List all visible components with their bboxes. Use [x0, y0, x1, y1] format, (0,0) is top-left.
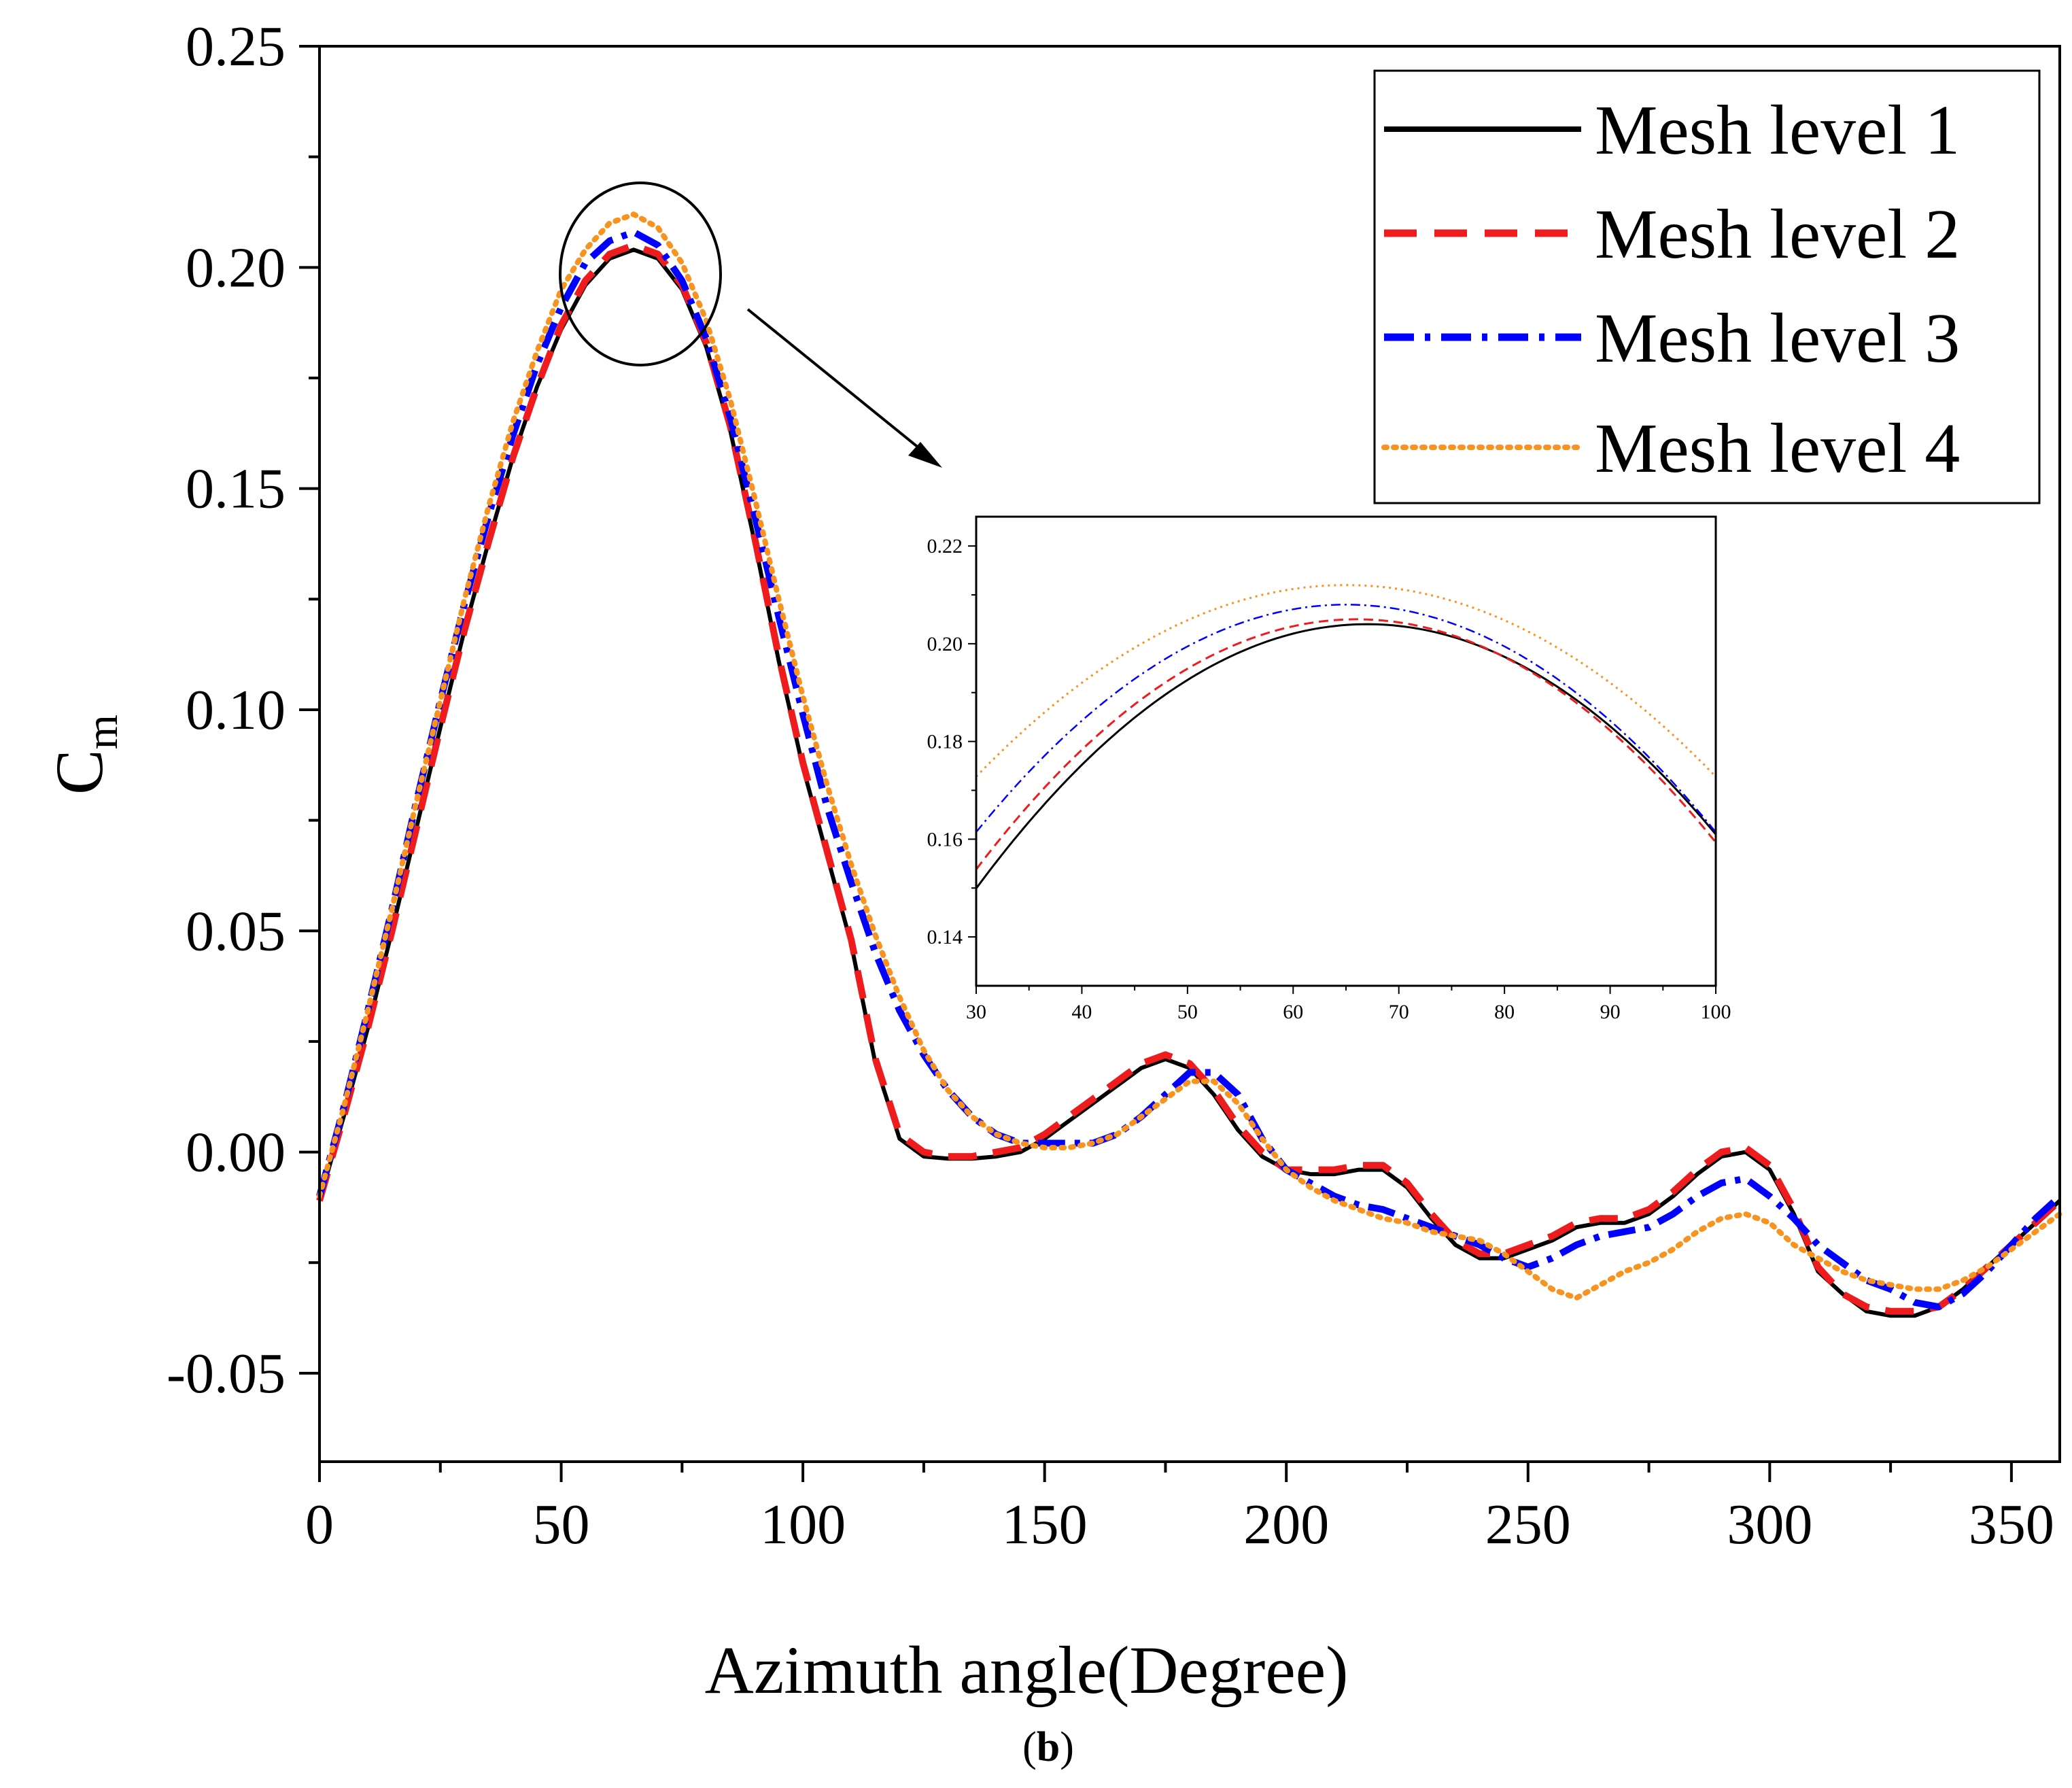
main-x-axis: 0 50 100 150 200 250 300 350: [305, 1462, 2054, 1556]
y-tick-label: 0.15: [186, 458, 286, 521]
x-tick-label: 350: [1969, 1493, 2054, 1556]
y-tick-label: 0.25: [186, 15, 286, 78]
panel-caption-letter: b: [1037, 1724, 1060, 1770]
y-tick-label: -0.05: [167, 1342, 286, 1405]
legend-box: [1373, 69, 2041, 504]
inset-y-tick-label: 0.14: [927, 926, 963, 948]
main-series-group: [316, 211, 2062, 1318]
zoom-circle: [559, 182, 722, 366]
x-tick-label: 150: [1002, 1493, 1088, 1556]
inset-line-mesh-level-3: [976, 604, 1716, 833]
legend-label-mesh-level-2: Mesh level 2: [1595, 195, 1960, 273]
svg-text:Cm: Cm: [41, 715, 127, 795]
inset-x-tick-label: 50: [1177, 1001, 1198, 1023]
legend-label-mesh-level-3: Mesh level 3: [1595, 299, 1960, 377]
y-tick-label: 0.20: [186, 236, 286, 299]
zoom-arrow-line: [746, 308, 931, 458]
panel-caption-close: ): [1060, 1724, 1074, 1770]
legend-label-mesh-level-1: Mesh level 1: [1595, 91, 1960, 169]
inset-series-group: [976, 584, 1716, 889]
inset-x-axis: 30 40 50 60 70 80 90 100: [966, 986, 1731, 1023]
x-tick-label: 300: [1727, 1493, 1812, 1556]
y-axis-title-main: C: [41, 749, 117, 795]
zoom-arrow-head: [908, 442, 942, 468]
series-line-mesh-level-3: [316, 228, 2062, 1311]
y-axis-title-subscript: m: [77, 715, 127, 749]
inset-x-tick-label: 60: [1283, 1001, 1303, 1023]
inset-y-tick-label: 0.16: [927, 828, 963, 850]
x-tick-label: 0: [305, 1493, 334, 1556]
y-tick-label: 0.00: [186, 1121, 286, 1184]
x-tick-label: 250: [1485, 1493, 1571, 1556]
main-y-axis: -0.05 0.00 0.05 0.10 0.15 0.20 0.25: [167, 15, 320, 1405]
x-tick-label: 100: [760, 1493, 846, 1556]
y-tick-label: 0.05: [186, 899, 286, 963]
inset-y-axis: 0.14 0.16 0.18 0.20 0.22: [927, 535, 976, 948]
inset-x-tick-label: 80: [1494, 1001, 1515, 1023]
inset-x-tick-label: 70: [1389, 1001, 1409, 1023]
legend: Mesh level 1 Mesh level 2 Mesh level 3 M…: [1373, 69, 2041, 504]
x-tick-label: 200: [1243, 1493, 1329, 1556]
inset-background: [976, 517, 1716, 986]
y-axis-title: Cm: [41, 715, 127, 795]
inset-y-tick-label: 0.18: [927, 731, 963, 753]
legend-label-mesh-level-4: Mesh level 4: [1595, 409, 1960, 487]
x-tick-label: 50: [533, 1493, 590, 1556]
inset-x-tick-label: 100: [1701, 1001, 1731, 1023]
panel-caption: (b): [1022, 1724, 1074, 1770]
series-line-mesh-level-4: [317, 211, 2062, 1301]
inset-line-mesh-level-1: [976, 623, 1716, 889]
inset-y-tick-label: 0.20: [927, 633, 963, 655]
x-axis-title: Azimuth angle(Degree): [705, 1632, 1349, 1708]
inset-x-tick-label: 30: [966, 1001, 986, 1023]
inset-line-mesh-level-2: [976, 618, 1716, 870]
y-tick-label: 0.10: [186, 678, 286, 742]
inset-x-tick-label: 40: [1071, 1001, 1092, 1023]
inset-x-tick-label: 90: [1600, 1001, 1621, 1023]
main-plot-frame: [318, 45, 2061, 1463]
inset-y-tick-label: 0.22: [927, 535, 963, 557]
inset-line-mesh-level-4: [976, 584, 1716, 778]
panel-caption-open: (: [1022, 1724, 1037, 1770]
series-line-mesh-level-2: [316, 241, 2062, 1315]
